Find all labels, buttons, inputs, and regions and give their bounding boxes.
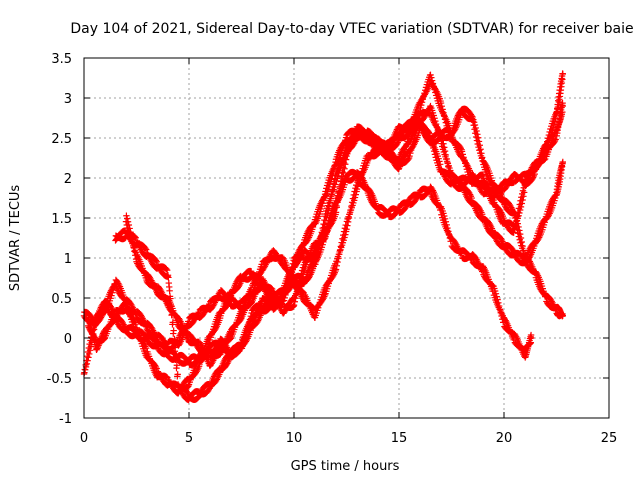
data-point [85,354,92,361]
data-points [80,70,566,404]
data-point [417,104,424,112]
data-point [520,193,527,200]
data-point [165,274,172,281]
data-point [517,203,525,211]
data-point [142,245,149,252]
data-point [518,200,525,207]
data-point [83,360,91,368]
data-point [519,196,526,204]
data-point [142,246,150,253]
data-point [520,189,528,196]
data-point [124,215,131,222]
data-point [559,76,566,83]
data-point [86,350,93,358]
data-point [166,287,173,294]
data-point [195,394,202,401]
data-point [428,74,435,81]
data-point [213,376,221,383]
data-point [84,357,91,364]
data-point [173,362,181,369]
data-point [458,148,466,155]
data-point [132,234,139,241]
data-point [438,102,446,110]
data-point [163,265,170,273]
data-point [552,115,559,123]
chart-title: Day 104 of 2021, Sidereal Day-to-day VTE… [70,21,633,37]
data-point [516,206,524,214]
data-point [153,258,160,265]
data-point [205,386,212,393]
data-point [559,70,566,78]
data-point [437,99,445,107]
data-point [170,327,177,334]
data-point [174,371,181,378]
data-point [86,347,94,354]
data-point [418,101,425,109]
data-point [152,257,160,264]
series-track-2 [112,99,566,404]
data-point [172,353,180,360]
data-point [323,213,330,221]
data-point [457,145,464,152]
data-point [427,71,434,79]
data-point [163,266,171,274]
